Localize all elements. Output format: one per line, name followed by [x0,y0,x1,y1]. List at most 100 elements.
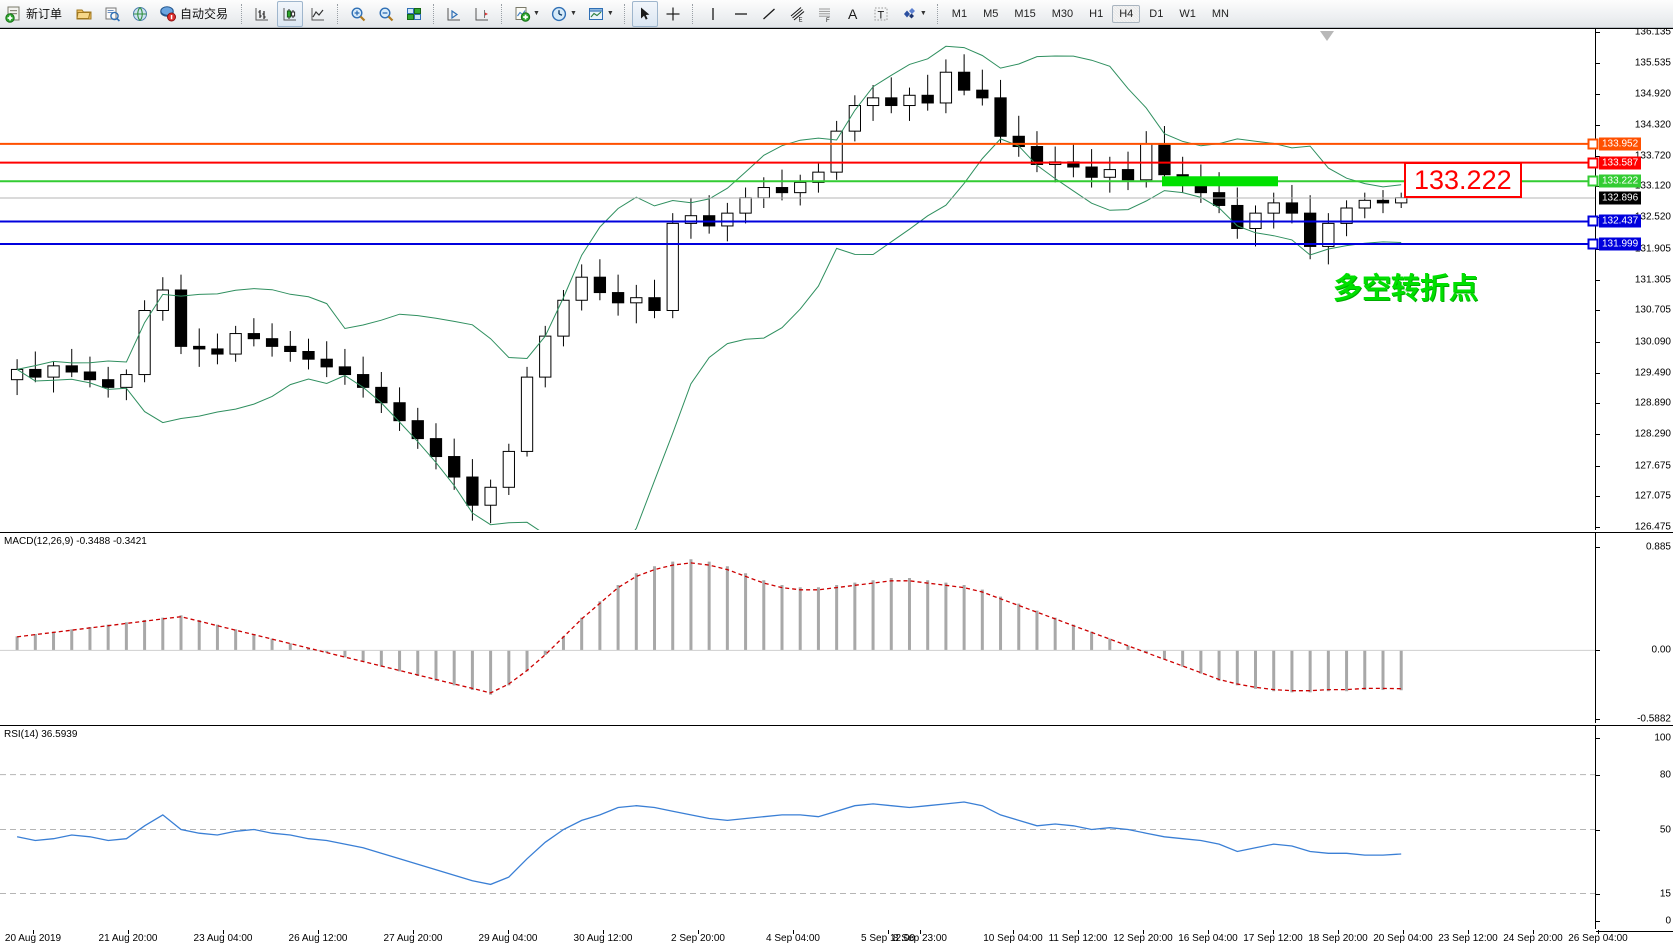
candlestick [356,356,370,398]
shapes-button[interactable]: ▼ [896,1,931,27]
rsi-axis-tick [1596,774,1600,776]
rsi-canvas[interactable] [0,726,1596,929]
candlestick [976,69,989,106]
price-chart-pane[interactable]: 136.135 135.535 134.920 134.320 133.720 133.1… [0,28,1673,533]
print-preview-button[interactable] [99,1,125,27]
time-axis-label: 27 Aug 20:00 [383,933,443,944]
timeframe-h4[interactable]: H4 [1112,4,1141,23]
price-tag-resistance-upper[interactable]: 133.952 [1599,137,1642,151]
timeframe-m5[interactable]: M5 [983,7,999,20]
time-axis-tick [508,930,509,934]
equidistant-channel-button[interactable]: E [784,1,810,27]
candlestick [848,95,861,142]
candlestick [1340,200,1353,237]
autotrading-button[interactable]: 自动交易 [155,1,235,27]
candlestick [120,369,133,401]
crosshair-tool-button[interactable] [660,1,686,27]
price-axis-label: 127.675 [1634,460,1671,471]
timeframe-m30[interactable]: M30 [1051,7,1074,20]
new-order-label: 新订单 [26,7,63,21]
time-axis-label: 10 Sep 04:00 [983,933,1043,944]
add-indicator-button[interactable]: ▼ [509,1,544,27]
text-object-button[interactable]: T [868,1,894,27]
trendline-icon [760,5,778,23]
shapes-icon [900,5,918,23]
rsi-pane[interactable]: 100 80 50 15 0 RSI(14) 36.5939 [0,725,1673,932]
price-line-handle[interactable] [1587,138,1599,150]
timeframe-group: M1 M5 M15 M30 H1 H4 D1 W1 MN [944,4,1237,23]
time-axis-tick [33,930,34,934]
time-axis-label: 16 Sep 04:00 [1178,933,1238,944]
price-tag-resistance-lower[interactable]: 133.587 [1599,156,1642,170]
bar-chart-button[interactable] [249,1,275,27]
rsi-axis[interactable]: 100 80 50 15 0 [1595,726,1673,929]
time-axis-tick [413,930,414,934]
price-line-handle[interactable] [1587,215,1599,227]
timeframe-w1[interactable]: W1 [1179,7,1196,20]
cursor-tool-button[interactable] [631,0,658,27]
price-axis-label: 128.890 [1634,397,1671,409]
chart-shift-button[interactable] [469,1,495,27]
new-order-icon [5,5,23,23]
svg-text:F: F [826,18,830,23]
timeframe-h1[interactable]: H1 [1089,7,1104,20]
folder-button[interactable] [71,1,97,27]
candlestick [630,284,643,324]
price-chart-canvas[interactable] [0,29,1596,530]
text-label-button[interactable]: A [840,1,866,27]
time-axis[interactable]: 20 Aug 2019 21 Aug 20:00 23 Aug 04:00 26 Au… [0,930,1628,951]
clock-icon [550,5,568,23]
cursor-icon [636,5,654,23]
macd-axis-tick [1596,547,1600,548]
zoom-out-button[interactable] [373,1,399,27]
price-line-handle[interactable] [1587,238,1599,250]
timeframe-m15[interactable]: M15 [1014,7,1036,20]
macd-pane[interactable]: 0.885 0.00 -0.5882 MACD(12,26,9) -0.3488 -… [0,532,1673,726]
toolbar-separator [337,3,339,24]
trendline-button[interactable] [756,1,782,27]
price-tag-support-lower[interactable]: 131.999 [1599,237,1642,251]
tile-windows-button[interactable] [401,1,427,27]
timeframe-m1[interactable]: M1 [951,7,968,20]
time-axis-label: 5 Sep 12:00 [861,933,915,944]
candlestick [812,161,825,193]
candlestick-chart-icon [281,5,299,23]
text-label-icon: A [844,5,862,23]
scroll-end-button[interactable] [441,1,467,27]
chevron-down-icon[interactable]: ▼ [533,10,540,17]
toolbar-separator [433,3,435,24]
price-line-handle[interactable] [1587,175,1599,187]
bar-chart-icon [253,5,271,23]
chart-shift-icon [473,5,491,23]
new-order-button[interactable]: 新订单 [1,1,69,27]
candlestick [1121,151,1135,191]
candlestick [666,213,679,319]
templates-button[interactable]: ▼ [583,1,618,27]
price-tag-last-price[interactable]: 132.896 [1599,191,1642,205]
fibonacci-button[interactable]: F [812,1,838,27]
macd-canvas[interactable] [0,533,1596,723]
timeframe-mn[interactable]: MN [1211,7,1229,20]
horizontal-line-button[interactable] [728,1,754,27]
macd-axis[interactable]: 0.885 0.00 -0.5882 [1595,533,1673,725]
line-chart-button[interactable] [305,1,331,27]
price-line-handle[interactable] [1587,157,1599,169]
price-axis[interactable]: 136.135 135.535 134.920 134.320 133.720 133.1… [1595,29,1673,532]
chevron-down-icon[interactable]: ▼ [606,10,614,17]
toolbar-separator [241,3,243,24]
chinese-annotation-text: 多空转折点 [1333,271,1479,305]
timeframe-d1[interactable]: D1 [1149,7,1164,20]
price-axis-tick [1596,310,1600,312]
period-button[interactable]: ▼ [546,1,581,27]
chevron-down-icon[interactable]: ▼ [569,10,577,17]
price-tag-pivot-green[interactable]: 133.222 [1599,174,1642,188]
macd-signal-line [17,562,1402,694]
candlestick-chart-button[interactable] [277,0,304,27]
candlestick [284,330,297,362]
market-watch-button[interactable] [127,1,153,27]
svg-text:E: E [798,17,802,23]
chevron-down-icon[interactable]: ▼ [919,10,927,17]
zoom-in-button[interactable] [345,1,371,27]
price-tag-support-upper[interactable]: 132.437 [1599,214,1642,228]
vertical-line-button[interactable] [700,1,726,27]
